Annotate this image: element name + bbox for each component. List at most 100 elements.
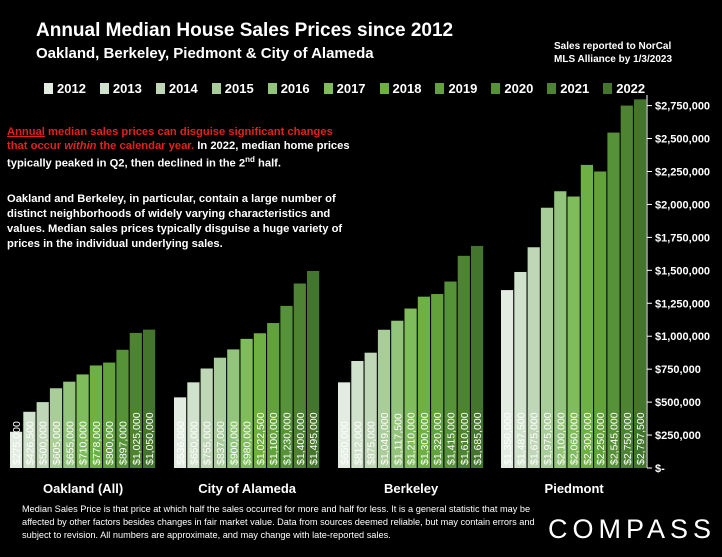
data-label: $710,000 [78, 421, 90, 465]
legend: 2012 2013 2014 2015 2016 2017 2018 2019 2020 2021… [44, 81, 645, 96]
legend-label: 2012 [57, 81, 86, 96]
bar [307, 270, 320, 468]
bar [580, 164, 593, 468]
chart-subtitle: Oakland, Berkeley, Piedmont & City of Al… [36, 45, 374, 62]
chart-title: Annual Median House Sales Prices since 2… [36, 20, 454, 41]
bar [620, 105, 633, 468]
bar [63, 381, 76, 468]
data-label: $655,000 [64, 421, 76, 465]
data-label: $1,495,000 [308, 412, 320, 465]
data-label: $1,210,000 [406, 412, 418, 465]
bar [364, 352, 377, 468]
bar [89, 365, 102, 468]
legend-item-2018: 2018 [379, 81, 421, 96]
y-tick-label: $2,750,000 [655, 101, 710, 113]
bar [227, 349, 240, 468]
legend-swatch [155, 83, 165, 94]
data-label: $897,000 [118, 421, 130, 465]
bar [377, 329, 391, 468]
y-tick-label: $1,750,000 [655, 232, 710, 244]
legend-item-2016: 2016 [267, 81, 310, 96]
bar [607, 132, 620, 469]
bar [514, 271, 527, 468]
bar [338, 382, 351, 468]
legend-swatch [547, 83, 557, 94]
data-label: $536,000 [175, 421, 187, 465]
data-label: $650,000 [339, 421, 351, 465]
y-tick-label: $- [655, 463, 665, 475]
bar [457, 255, 470, 468]
annotation-red-mid: median sales prices can disguise signifi… [7, 126, 333, 152]
data-label: $275,000 [11, 421, 23, 465]
data-label: $650,000 [188, 421, 200, 465]
bar [76, 374, 89, 468]
data-label: $1,675,000 [529, 412, 541, 465]
bar [634, 99, 647, 468]
data-label: $1,117,500 [392, 413, 404, 465]
data-label: $2,250,000 [595, 412, 607, 465]
data-label: $800,000 [104, 421, 116, 465]
legend-item-2014: 2014 [155, 81, 198, 96]
y-tick-label: $750,000 [655, 364, 701, 376]
annotation-red-suffix: the calendar year. [96, 140, 195, 152]
bar [23, 411, 36, 468]
category-label: Berkeley [384, 481, 439, 496]
legend-item-2012: 2012 [44, 81, 86, 96]
data-label: $1,100,000 [268, 412, 280, 465]
bar [103, 362, 116, 468]
data-label: $1,610,000 [459, 412, 471, 465]
legend-item-2013: 2013 [99, 81, 142, 96]
legend-item-2019: 2019 [435, 81, 477, 96]
data-label: $1,487,500 [515, 412, 527, 465]
legend-item-2020: 2020 [491, 81, 533, 96]
data-label: $1,415,000 [446, 412, 458, 465]
y-tick-label: $2,250,000 [655, 166, 710, 178]
bar [351, 360, 364, 468]
y-tick-label: $2,500,000 [655, 134, 710, 146]
legend-label: 2022 [616, 81, 646, 96]
annotation-white-text: In 2022, median home prices typically pe… [7, 140, 350, 170]
data-label: $812,000 [352, 421, 364, 465]
category-label: City of Alameda [198, 481, 297, 496]
data-label: $1,350,000 [502, 412, 514, 465]
bar [187, 382, 200, 468]
legend-label: 2017 [336, 81, 366, 96]
annotation-superscript: nd [245, 155, 255, 164]
data-label: $426,500 [24, 421, 36, 465]
data-label: $1,050,000 [144, 412, 156, 465]
bar [10, 431, 23, 468]
bar [554, 191, 567, 468]
data-label: $500,000 [38, 421, 50, 465]
bar [280, 305, 293, 468]
legend-item-2017: 2017 [323, 81, 366, 96]
annotation-red-prefix: Annual [7, 126, 45, 138]
data-label: $1,049,000 [379, 412, 391, 465]
bar [391, 320, 404, 468]
bar [527, 247, 540, 468]
data-label: $2,545,000 [609, 412, 621, 465]
legend-label: 2016 [280, 81, 310, 96]
data-label: $2,750,000 [622, 412, 634, 465]
legend-swatch [211, 83, 221, 94]
y-tick-label: $1,000,000 [655, 331, 710, 343]
y-tick-label: $1,500,000 [655, 265, 710, 277]
data-label: $755,000 [202, 421, 214, 465]
bar [567, 196, 580, 468]
bar [174, 397, 187, 468]
data-label: $900,000 [228, 421, 240, 465]
bar [471, 245, 484, 468]
legend-label: 2015 [224, 81, 254, 96]
data-label: $2,060,000 [569, 412, 581, 465]
bar [444, 281, 457, 468]
bar [540, 207, 554, 469]
legend-label: 2013 [112, 81, 142, 96]
legend-label: 2020 [504, 81, 534, 96]
bar [200, 368, 213, 468]
data-label: $778,000 [91, 421, 103, 465]
data-label: $1,320,000 [432, 412, 444, 465]
data-label: $1,300,000 [419, 412, 431, 465]
bar [49, 388, 63, 468]
footer-disclaimer: Median Sales Price is that price at whic… [22, 504, 535, 540]
bar [293, 283, 306, 468]
